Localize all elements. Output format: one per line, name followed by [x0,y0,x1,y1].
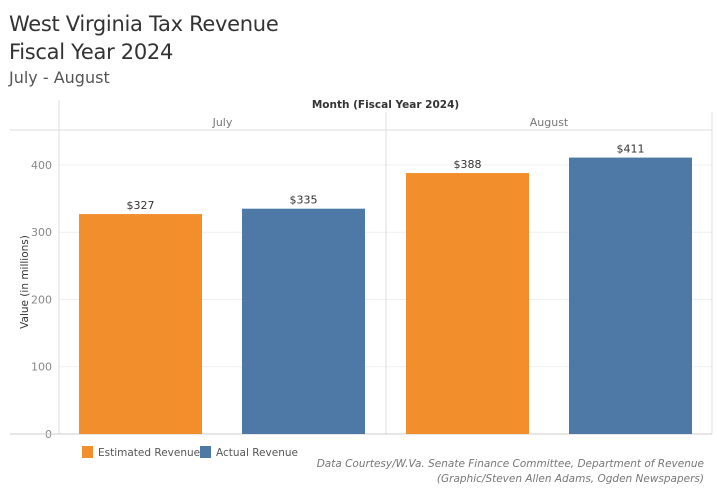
data-label: $327 [127,199,155,212]
legend-swatch [200,446,211,458]
legend-swatch [82,446,93,458]
chart-title-line2: Fiscal Year 2024 [9,40,174,64]
chart-subtitle: July - August [9,68,110,87]
y-axis-title: Value (in millions) [19,235,31,329]
bar-estimated-revenue-august [406,173,529,434]
y-tick-label: 300 [31,226,52,239]
category-label-august: August [530,116,569,129]
y-tick-label: 200 [31,293,52,306]
data-label: $335 [290,194,318,207]
legend-label: Estimated Revenue [98,447,200,459]
credit-note: (Graphic/Steven Allen Adams, Ogden Newsp… [436,473,704,485]
bar-actual-revenue-july [242,208,365,434]
y-tick-label: 100 [31,361,52,374]
category-label-july: July [212,116,233,129]
legend-label: Actual Revenue [216,447,298,459]
chart-title-line1: West Virginia Tax Revenue [9,12,279,36]
source-note: Data Courtesy/W.Va. Senate Finance Commi… [316,458,704,470]
data-label: $388 [454,158,482,171]
data-label: $411 [617,143,645,156]
bar-estimated-revenue-july [79,214,202,434]
bar-actual-revenue-august [569,157,692,434]
x-axis-title: Month (Fiscal Year 2024) [312,99,459,111]
y-tick-label: 400 [31,159,52,172]
